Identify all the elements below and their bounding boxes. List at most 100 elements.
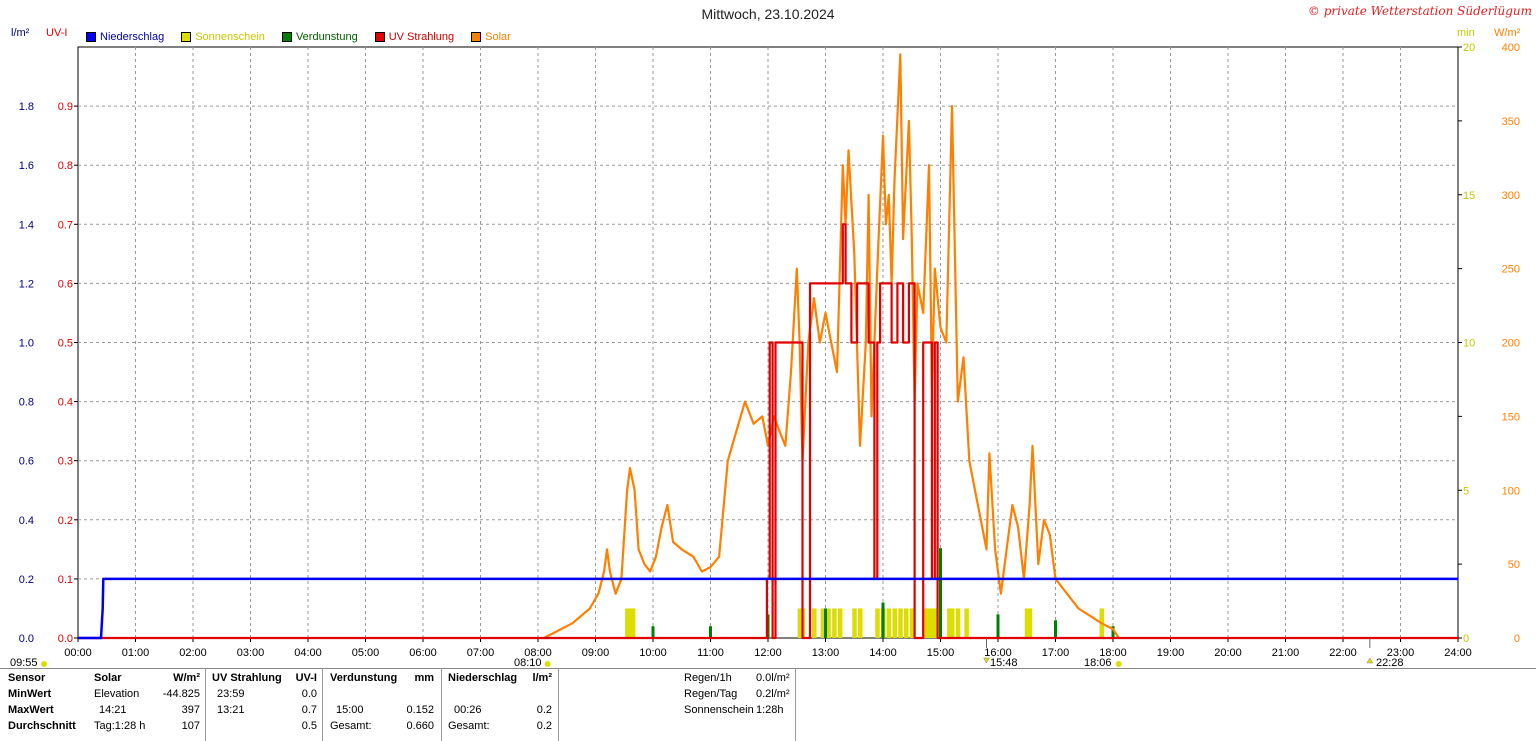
sunset-marker: 18:06 — [1084, 657, 1112, 669]
solar-avg-value: 107 — [181, 720, 200, 732]
legend-item-verdunstung: Verdunstung — [281, 31, 358, 43]
precip-tick-label: 0.6 — [19, 456, 34, 468]
uv-max-time: 13:21 — [217, 704, 245, 716]
solar-min-value: -44.825 — [162, 688, 200, 700]
evaporation-bar — [824, 608, 827, 638]
sunshine-tick-label: 5 — [1463, 485, 1469, 497]
uv-tick-label: 0.8 — [58, 160, 73, 172]
x-tick-label: 14:00 — [869, 647, 897, 659]
legend: Niederschlag Sonnenschein Verdunstung UV… — [86, 31, 528, 43]
extra-value: 1:28h — [756, 704, 784, 716]
legend-label: Niederschlag — [100, 31, 165, 43]
legend-label: Solar — [485, 31, 511, 43]
uv-unit: UV-I — [295, 672, 317, 684]
precip-tick-label: 0.0 — [19, 633, 34, 645]
sunshine-bar — [875, 608, 880, 638]
noon-arrow-icon — [983, 657, 990, 664]
evap-max-time: 15:00 — [336, 704, 364, 716]
evap-unit: mm — [414, 672, 434, 684]
column-divider — [795, 668, 796, 741]
uv-tick-label: 0.0 — [58, 633, 73, 645]
evaporation-bar — [996, 614, 1000, 638]
legend-swatch — [281, 32, 292, 42]
x-tick-label: 19:00 — [1157, 647, 1185, 659]
legend-item-uv: UV Strahlung — [374, 31, 454, 43]
extra-value: 0.0l/m² — [756, 672, 790, 684]
sunshine-bar — [927, 608, 932, 638]
sunshine-bar — [892, 608, 897, 638]
x-tick-label: 01:00 — [122, 647, 150, 659]
x-tick-label: 17:00 — [1042, 647, 1070, 659]
solar-header: Solar — [94, 672, 122, 684]
row-labels: Sensor MinWert MaxWert Durchschnitt — [8, 670, 76, 734]
column-divider — [322, 668, 323, 741]
sunshine-bar — [955, 608, 961, 638]
sunrise-marker: 08:10 — [514, 657, 542, 669]
uv-line — [78, 223, 1458, 640]
x-tick-label: 02:00 — [179, 647, 207, 659]
solar-tick-label: 150 — [1502, 411, 1520, 423]
evap-avg-value: 0.660 — [406, 720, 434, 732]
sunshine-bar — [929, 608, 935, 638]
solar-tick-label: 200 — [1502, 338, 1520, 350]
row-max: MaxWert — [8, 704, 54, 716]
series-lines — [78, 53, 1458, 640]
legend-swatch — [181, 32, 192, 42]
precip-max-value: 0.2 — [536, 704, 552, 716]
time-markers — [41, 638, 1374, 667]
x-tick-label: 15:00 — [927, 647, 955, 659]
station-credit: © private Wetterstation Süderlügum — [1307, 4, 1532, 18]
precip-axis-unit: l/m² — [11, 27, 30, 39]
solar-tick-label: 400 — [1502, 42, 1520, 54]
uv-tick-label: 0.1 — [58, 574, 73, 586]
evaporation-bar — [709, 626, 712, 638]
solar-avg-label: Tag:1:28 h — [94, 720, 146, 732]
evaporation-bar — [939, 548, 942, 638]
x-tick-label: 07:00 — [467, 647, 495, 659]
chart-svg: 00:00 01:00 02:00 03:00 04:00 05:00 06:00 07:00… — [19, 42, 1520, 667]
solar-tick-label: 50 — [1508, 559, 1520, 571]
left-time-marker: 09:55 — [10, 657, 38, 669]
uv-tick-label: 0.9 — [58, 101, 73, 113]
legend-swatch — [471, 32, 482, 42]
legend-label: Verdunstung — [295, 31, 358, 43]
x-tick-label: 22:00 — [1329, 647, 1357, 659]
column-divider — [558, 668, 559, 741]
x-tick-label: 18:00 — [1099, 647, 1127, 659]
sunshine-bar — [932, 608, 938, 638]
chart-title: Mittwoch, 23.10.2024 — [701, 6, 835, 22]
uv-avg-value: 0.5 — [301, 720, 317, 732]
legend-item-solar: Solar — [471, 31, 511, 43]
row-avg: Durchschnitt — [8, 720, 76, 732]
x-tick-label: 21:00 — [1272, 647, 1300, 659]
solar-min-label: Elevation — [94, 688, 140, 700]
solar-max-value: 397 — [181, 704, 200, 716]
x-tick-label: 05:00 — [352, 647, 380, 659]
precip-unit: l/m² — [532, 672, 552, 684]
precip-tick-label: 1.0 — [19, 338, 34, 350]
moon-marker: 22:28 — [1376, 657, 1404, 669]
precip-line — [78, 577, 1458, 640]
uv-tick-label: 0.5 — [58, 338, 73, 350]
extra-label: Sonnenschein — [684, 704, 754, 716]
sunshine-tick-label: 10 — [1463, 338, 1475, 350]
sunshine-bar — [924, 608, 929, 638]
x-tick-label: 13:00 — [812, 647, 840, 659]
precip-column: Niederschlag l/m² 00:26 0.2 Gesamt: 0.2 — [448, 670, 552, 734]
sunshine-bar — [898, 608, 903, 638]
row-sensor: Sensor — [8, 672, 46, 684]
sunshine-tick-label: 15 — [1463, 190, 1475, 202]
x-tick-label: 03:00 — [237, 647, 265, 659]
uv-column: UV Strahlung UV-I 23:59 0.0 13:21 0.7 0.5 — [212, 670, 317, 734]
solar-line — [543, 53, 1120, 639]
precip-tick-label: 0.8 — [19, 397, 34, 409]
x-tick-label: 12:00 — [754, 647, 782, 659]
precip-tick-label: 1.2 — [19, 278, 34, 290]
precip-avg-label: Gesamt: — [448, 720, 490, 732]
solar-tick-label: 300 — [1502, 190, 1520, 202]
sunshine-bar — [947, 608, 952, 638]
evap-header: Verdunstung — [330, 672, 398, 684]
sunshine-bar — [630, 608, 636, 638]
x-tick-label: 00:00 — [64, 647, 92, 659]
solar-tick-label: 100 — [1502, 485, 1520, 497]
